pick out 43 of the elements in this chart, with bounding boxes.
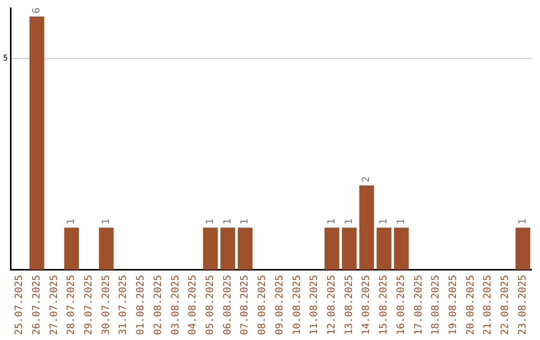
x-tick-label: 05.08.2025 [205, 274, 216, 336]
data-label: 1 [378, 218, 390, 225]
x-tick-label: 04.08.2025 [188, 274, 199, 336]
x-tick-label: 30.07.2025 [100, 274, 112, 336]
x-tick-label: 08.08.2025 [257, 274, 268, 336]
x-tick-label: 17.08.2025 [413, 274, 424, 336]
x-tick-label: 10.08.2025 [292, 274, 303, 336]
data-label: 1 [240, 218, 251, 225]
data-label: 2 [361, 176, 372, 182]
data-label: 6 [31, 7, 42, 14]
x-tick-label: 02.08.2025 [152, 274, 164, 336]
x-tick-label: 13.08.2025 [344, 274, 355, 336]
x-tick-label: 23.08.2025 [517, 274, 528, 336]
x-tick-label: 25.07.2025 [14, 274, 26, 336]
data-label: 1 [326, 218, 338, 225]
data-label: 1 [66, 218, 78, 225]
x-tick-label: 14.08.2025 [361, 274, 372, 336]
data-label: 1 [205, 218, 216, 225]
data-label: 1 [344, 218, 355, 225]
x-tick-label: 16.08.2025 [396, 274, 407, 336]
y-tick-label: 5 [2, 54, 8, 63]
x-tick-label: 06.08.2025 [222, 274, 234, 336]
data-label: 1 [517, 218, 528, 225]
x-tick-label: 26.07.2025 [31, 274, 42, 336]
x-tick-label: 07.08.2025 [240, 274, 251, 336]
data-label: 1 [100, 218, 112, 225]
x-tick-label: 03.08.2025 [170, 274, 182, 336]
x-tick-label: 29.07.2025 [84, 274, 95, 336]
x-tick-label: 11.08.2025 [309, 274, 320, 336]
x-tick-label: 20.08.2025 [465, 274, 476, 336]
x-tick-label: 01.08.2025 [136, 274, 147, 336]
x-tick-label: 15.08.2025 [378, 274, 390, 336]
x-tick-label: 18.08.2025 [430, 274, 442, 336]
x-tick-label: 12.08.2025 [326, 274, 338, 336]
x-tick-label: 28.07.2025 [66, 274, 78, 336]
x-tick-label: 09.08.2025 [274, 274, 286, 336]
data-label: 1 [396, 218, 407, 225]
x-tick-label: 19.08.2025 [448, 274, 460, 336]
x-tick-label: 31.07.2025 [118, 274, 130, 336]
x-tick-label: 27.07.2025 [48, 274, 60, 336]
data-label: 1 [222, 218, 234, 225]
x-tick-label: 22.08.2025 [500, 274, 512, 336]
x-tick-label: 21.08.2025 [482, 274, 494, 336]
